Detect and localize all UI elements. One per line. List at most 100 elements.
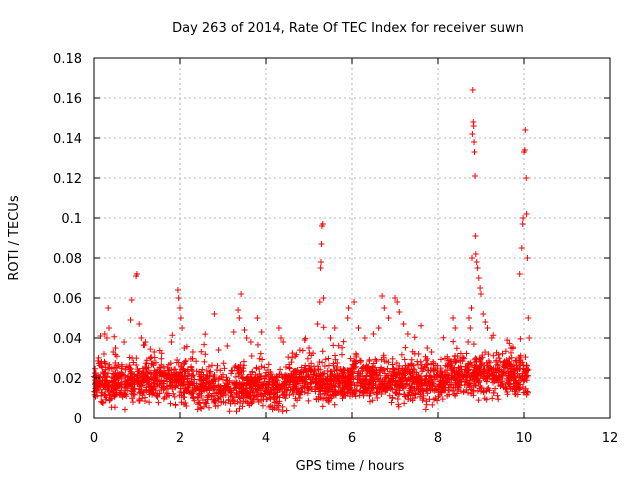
baseline-point	[424, 390, 431, 397]
data-point	[370, 331, 377, 337]
baseline-point	[390, 365, 397, 372]
baseline-point	[422, 406, 429, 413]
baseline-point	[345, 373, 352, 380]
baseline-point	[149, 360, 156, 367]
baseline-point	[506, 340, 513, 347]
baseline-point	[353, 387, 360, 394]
baseline-point	[301, 376, 308, 383]
baseline-point	[239, 389, 246, 396]
data-point	[103, 335, 110, 341]
baseline-point	[232, 373, 239, 380]
baseline-point	[330, 342, 337, 349]
baseline-point	[335, 342, 342, 349]
baseline-point	[156, 347, 163, 354]
baseline-point	[405, 392, 412, 399]
baseline-point	[245, 393, 252, 400]
baseline-point	[142, 376, 149, 383]
baseline-point	[504, 337, 511, 344]
baseline-point	[118, 365, 125, 372]
baseline-point	[211, 398, 218, 405]
baseline-point	[129, 373, 136, 380]
baseline-point	[140, 342, 147, 349]
baseline-point	[259, 402, 266, 409]
baseline-point	[318, 385, 325, 392]
baseline-point	[449, 365, 456, 372]
data-point	[331, 325, 338, 331]
baseline-point	[378, 356, 385, 363]
baseline-point	[324, 367, 331, 374]
baseline-point	[473, 375, 480, 382]
baseline-point	[402, 344, 409, 351]
baseline-point	[456, 377, 463, 383]
baseline-point	[461, 370, 468, 376]
baseline-point	[286, 365, 293, 372]
baseline-point	[497, 374, 503, 380]
baseline-point	[327, 392, 334, 399]
baseline-point	[160, 380, 167, 387]
baseline-point	[217, 367, 224, 374]
baseline-point	[201, 358, 208, 365]
baseline-point	[463, 350, 470, 357]
data-point	[136, 321, 143, 327]
baseline-point	[432, 362, 439, 369]
baseline-point	[344, 367, 351, 374]
baseline-point	[424, 360, 431, 367]
baseline-point	[349, 389, 356, 396]
baseline-point	[367, 373, 373, 380]
baseline-point	[217, 383, 224, 390]
baseline-point	[292, 395, 299, 402]
chart-title: Day 263 of 2014, Rate Of TEC Index for r…	[172, 21, 524, 36]
baseline-point	[448, 376, 455, 383]
baseline-point	[246, 382, 253, 389]
baseline-point	[161, 385, 168, 392]
baseline-point	[190, 395, 197, 402]
baseline-point	[461, 382, 468, 388]
data-point	[235, 307, 242, 313]
baseline-point	[201, 341, 208, 348]
baseline-point	[166, 378, 173, 385]
baseline-point	[250, 388, 257, 395]
baseline-point	[123, 363, 130, 370]
data-point	[424, 345, 431, 351]
baseline-point	[457, 350, 464, 357]
baseline-point	[106, 397, 113, 404]
data-point	[466, 315, 472, 321]
baseline-point	[347, 355, 354, 362]
baseline-point	[240, 358, 247, 365]
baseline-point	[238, 385, 245, 391]
baseline-point	[439, 372, 446, 379]
data-point	[318, 241, 325, 247]
baseline-point	[122, 406, 128, 413]
baseline-point	[490, 352, 497, 359]
baseline-point	[220, 360, 227, 367]
baseline-point	[320, 379, 327, 386]
y-tick-label: 0.1	[61, 212, 82, 227]
baseline-point	[232, 363, 239, 369]
baseline-point	[426, 381, 433, 388]
baseline-point	[398, 375, 405, 382]
data-point	[471, 149, 478, 155]
baseline-point	[184, 375, 191, 382]
baseline-point	[222, 387, 229, 394]
baseline-point	[473, 358, 480, 365]
baseline-point	[452, 381, 459, 387]
baseline-point	[257, 350, 264, 357]
baseline-point	[480, 375, 487, 382]
baseline-point	[184, 367, 191, 374]
baseline-point	[484, 362, 491, 369]
baseline-point	[247, 371, 254, 378]
data-point	[392, 295, 398, 301]
data-point	[523, 211, 530, 217]
data-point	[301, 337, 308, 343]
baseline-point	[459, 354, 466, 361]
baseline-point	[199, 366, 206, 373]
baseline-point	[283, 364, 289, 370]
baseline-point	[490, 379, 496, 386]
baseline-point	[190, 372, 197, 379]
baseline-point	[483, 378, 490, 385]
baseline-point	[406, 366, 413, 373]
baseline-point	[436, 381, 442, 388]
baseline-point	[524, 388, 531, 395]
baseline-point	[150, 375, 157, 382]
y-tick-labels: 0 0.02 0.04 0.06 0.08 0.1 0.12 0.14 0.16 0.18	[53, 52, 82, 427]
